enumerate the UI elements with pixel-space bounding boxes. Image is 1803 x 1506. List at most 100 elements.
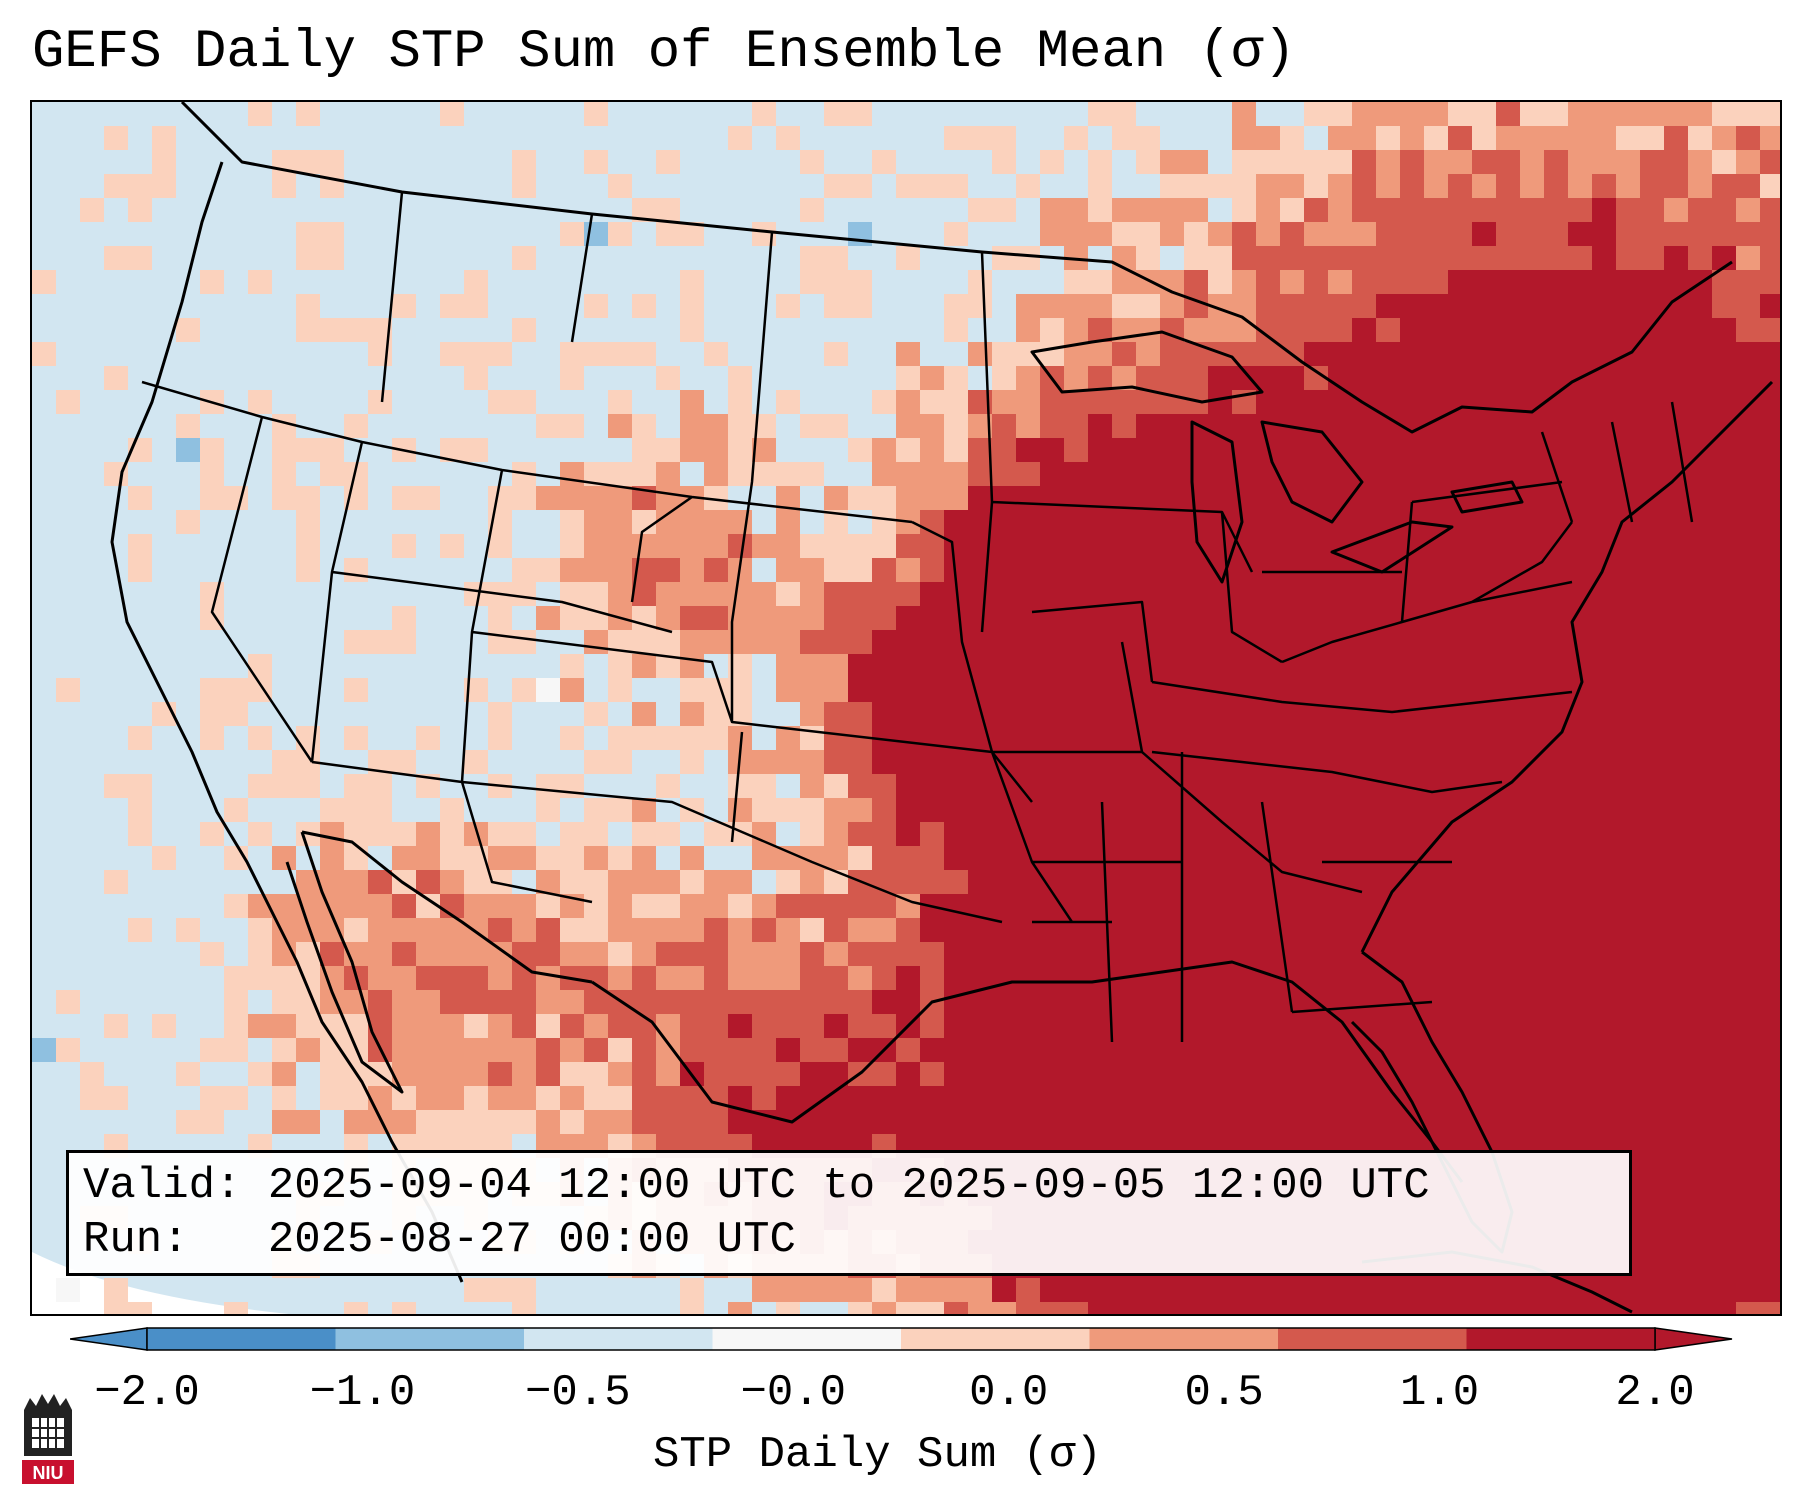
anomaly-cell	[1160, 822, 1184, 846]
anomaly-cell	[968, 894, 992, 918]
anomaly-cell	[704, 726, 728, 750]
anomaly-cell	[296, 246, 320, 270]
anomaly-cell	[1640, 414, 1664, 438]
anomaly-cell	[752, 462, 776, 486]
anomaly-cell	[1400, 246, 1424, 270]
anomaly-cell	[1208, 918, 1232, 942]
anomaly-cell	[752, 606, 776, 630]
anomaly-cell	[824, 270, 848, 294]
anomaly-cell	[488, 702, 512, 726]
anomaly-cell	[1280, 558, 1304, 582]
anomaly-cell	[728, 798, 752, 822]
anomaly-cell	[1328, 174, 1352, 198]
anomaly-cell	[1688, 750, 1712, 774]
anomaly-cell	[1688, 606, 1712, 630]
anomaly-cell	[704, 1038, 728, 1062]
anomaly-cell	[1400, 894, 1424, 918]
anomaly-cell	[1688, 318, 1712, 342]
anomaly-cell	[488, 1014, 512, 1038]
anomaly-cell	[992, 654, 1016, 678]
anomaly-cell	[1544, 366, 1568, 390]
atlantic-coast	[1360, 380, 1774, 953]
anomaly-cell	[1112, 1014, 1136, 1038]
anomaly-cell	[1064, 630, 1088, 654]
anomaly-cell	[608, 582, 632, 606]
anomaly-cell	[1112, 390, 1136, 414]
anomaly-cell	[512, 390, 536, 414]
anomaly-cell	[1400, 726, 1424, 750]
anomaly-cell	[128, 774, 152, 798]
anomaly-cell	[1184, 1302, 1208, 1314]
anomaly-cell	[1472, 1038, 1496, 1062]
anomaly-cell	[656, 198, 680, 222]
anomaly-cell	[656, 918, 680, 942]
anomaly-cell	[1352, 342, 1376, 366]
anomaly-cell	[1712, 894, 1736, 918]
anomaly-cell	[1064, 1038, 1088, 1062]
anomaly-cell	[1040, 726, 1064, 750]
anomaly-cell	[1304, 390, 1328, 414]
anomaly-cell	[1688, 366, 1712, 390]
anomaly-cell	[1160, 870, 1184, 894]
anomaly-cell	[1256, 198, 1280, 222]
anomaly-cell	[1184, 222, 1208, 246]
anomaly-cell	[776, 678, 800, 702]
anomaly-cell	[1736, 1158, 1760, 1182]
anomaly-cell	[1496, 630, 1520, 654]
anomaly-cell	[536, 1086, 560, 1110]
anomaly-cell	[1496, 846, 1520, 870]
anomaly-cell	[728, 1302, 752, 1314]
anomaly-cell	[656, 1110, 680, 1134]
colorbar-segment	[1278, 1328, 1467, 1350]
anomaly-cell	[1736, 342, 1760, 366]
anomaly-cell	[1496, 750, 1520, 774]
anomaly-cell	[1112, 102, 1136, 126]
anomaly-cell	[224, 1302, 248, 1314]
anomaly-cell	[800, 462, 824, 486]
anomaly-cell	[680, 990, 704, 1014]
anomaly-cell	[800, 942, 824, 966]
anomaly-cell	[1352, 654, 1376, 678]
anomaly-cell	[680, 942, 704, 966]
anomaly-cell	[392, 990, 416, 1014]
anomaly-cell	[968, 438, 992, 462]
anomaly-cell	[1736, 510, 1760, 534]
anomaly-cell	[1544, 102, 1568, 126]
anomaly-cell	[1016, 486, 1040, 510]
anomaly-cell	[200, 582, 224, 606]
anomaly-cell	[1760, 1086, 1780, 1110]
anomaly-cell	[296, 510, 320, 534]
anomaly-cell	[848, 438, 872, 462]
anomaly-cell	[440, 870, 464, 894]
anomaly-cell	[1496, 654, 1520, 678]
anomaly-cell	[1736, 270, 1760, 294]
anomaly-cell	[1760, 702, 1780, 726]
anomaly-cell	[656, 558, 680, 582]
anomaly-cell	[1712, 486, 1736, 510]
anomaly-cell	[1208, 726, 1232, 750]
anomaly-cell	[320, 462, 344, 486]
anomaly-cell	[872, 462, 896, 486]
anomaly-cell	[1376, 726, 1400, 750]
anomaly-cell	[1112, 294, 1136, 318]
anomaly-cell	[992, 414, 1016, 438]
anomaly-cell	[1376, 630, 1400, 654]
anomaly-cell	[848, 654, 872, 678]
anomaly-cell	[1376, 342, 1400, 366]
anomaly-cell	[464, 1062, 488, 1086]
anomaly-cell	[128, 534, 152, 558]
anomaly-cell	[1328, 870, 1352, 894]
anomaly-cell	[1160, 942, 1184, 966]
anomaly-cell	[1304, 438, 1328, 462]
anomaly-cell	[1472, 990, 1496, 1014]
anomaly-cell	[1712, 510, 1736, 534]
anomaly-cell	[824, 990, 848, 1014]
anomaly-cell	[200, 1110, 224, 1134]
anomaly-cell	[1664, 318, 1688, 342]
anomaly-cell	[944, 462, 968, 486]
anomaly-cell	[1592, 1086, 1616, 1110]
anomaly-cell	[872, 822, 896, 846]
anomaly-cell	[1496, 222, 1520, 246]
anomaly-cell	[1544, 606, 1568, 630]
anomaly-cell	[896, 390, 920, 414]
